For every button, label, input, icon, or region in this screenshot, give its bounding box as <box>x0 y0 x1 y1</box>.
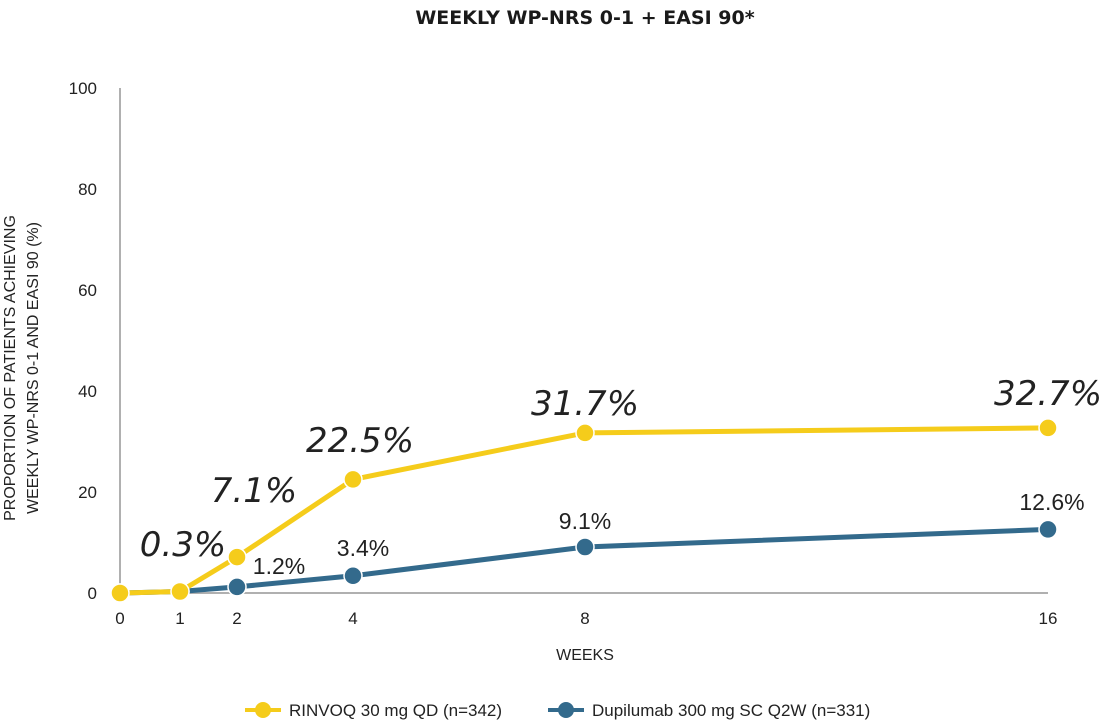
data-point <box>227 577 247 597</box>
legend-marker-dupilumab <box>558 702 574 718</box>
y-tick-label: 40 <box>78 382 97 401</box>
data-label-rinvoq: 31.7% <box>531 384 639 424</box>
x-tick-label: 0 <box>115 609 124 628</box>
x-axis-label: WEEKS <box>556 647 614 664</box>
data-label-rinvoq: 32.7% <box>994 374 1102 414</box>
data-point <box>1038 519 1058 540</box>
data-label-rinvoq: 22.5% <box>306 421 414 461</box>
series-layer <box>110 418 1058 603</box>
data-label-rinvoq: 0.3% <box>140 525 226 565</box>
y-axis-label-line1: PROPORTION OF PATIENTS ACHIEVING <box>2 215 19 521</box>
x-tick-label: 16 <box>1039 609 1058 628</box>
y-tick-label: 80 <box>78 180 97 199</box>
series-line-0 <box>119 425 1049 596</box>
y-tick-label: 100 <box>69 79 97 98</box>
x-tick-label: 2 <box>232 609 241 628</box>
data-point <box>575 423 595 443</box>
y-tick-label: 20 <box>78 483 97 502</box>
data-point <box>110 583 130 603</box>
y-axis-label-line2: WEEKLY WP-NRS 0-1 AND EASI 90 (%) <box>25 222 42 514</box>
legend-label-rinvoq: RINVOQ 30 mg QD (n=342) <box>289 701 502 720</box>
data-label-dupilumab: 12.6% <box>1019 489 1084 515</box>
y-tick-labels: 0 20 40 60 80 100 <box>69 79 97 603</box>
x-tick-label: 8 <box>580 609 589 628</box>
data-label-dupilumab: 3.4% <box>337 535 389 561</box>
legend-marker-rinvoq <box>255 702 271 718</box>
data-label-dupilumab: 9.1% <box>559 508 611 534</box>
data-labels: 0.3% 7.1%22.5% 31.7% 32.7% 1.2% 3.4% 9.1% 12.6% <box>140 374 1102 579</box>
data-point <box>1038 418 1058 438</box>
legend-label-dupilumab: Dupilumab 300 mg SC Q2W (n=331) <box>592 701 870 720</box>
data-point <box>170 581 190 602</box>
data-point <box>227 547 247 567</box>
data-point <box>575 537 595 557</box>
y-tick-label: 0 <box>88 584 97 603</box>
chart-title: WEEKLY WP-NRS 0-1 + EASI 90* <box>415 7 754 29</box>
data-label-dupilumab: 1.2% <box>253 553 305 579</box>
x-tick-label: 4 <box>348 609 357 628</box>
x-tick-label: 1 <box>175 609 184 628</box>
x-tick-labels: 0 1 2 4 8 16 <box>115 609 1057 628</box>
y-tick-label: 60 <box>78 281 97 300</box>
data-point <box>343 566 363 586</box>
data-label-rinvoq: 7.1% <box>211 471 297 511</box>
data-point <box>343 469 363 490</box>
legend: RINVOQ 30 mg QD (n=342) Dupilumab 300 mg… <box>245 701 870 720</box>
